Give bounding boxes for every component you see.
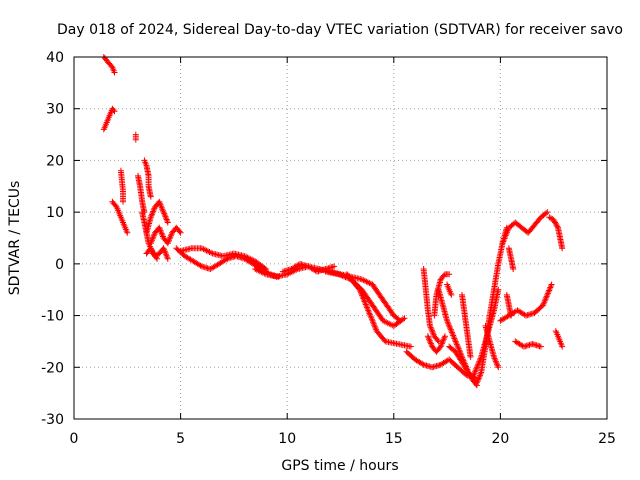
series-arc11 [143,245,171,262]
plus-markers [147,224,184,247]
x-tick-label: 15 [385,431,403,447]
plus-markers [135,172,148,216]
plus-markers [143,198,171,236]
y-tick-label: 20 [46,153,64,169]
series-arc36 [552,328,566,350]
plus-markers [141,157,154,200]
plus-markers [343,271,414,350]
plus-markers [497,281,555,324]
plus-markers [499,209,551,247]
series-arc31 [497,281,555,324]
series-arc07 [141,157,154,200]
series-arc06 [135,172,148,216]
series-arc09 [143,198,171,236]
x-tick-label: 0 [70,431,79,447]
plus-markers [552,328,566,350]
plus-markers [424,333,448,355]
x-axis-label: GPS time / hours [281,458,398,474]
series-arc32 [512,338,544,350]
plus-markers [512,338,544,350]
y-axis-label: SDTVAR / TECUs [7,181,23,296]
series-arc24 [459,291,474,360]
x-tick-label: 5 [176,431,185,447]
plus-markers [132,131,139,143]
series-arc03 [109,198,131,236]
y-tick-label: 30 [46,102,64,118]
data-markers [100,54,566,389]
series-arc18 [343,271,414,350]
series-arc22 [424,333,448,355]
plus-markers [505,245,517,272]
series-arc29 [482,322,502,371]
tick-labels: 0 5 10 15 20 25 -30 -20 -10 0 10 20 30 40 [41,50,616,447]
plus-markers [420,266,442,345]
series-arc04 [117,167,126,205]
plus-markers [177,245,269,272]
plus-markers [143,245,171,262]
series-arc10 [147,224,184,247]
y-tick-label: 10 [46,205,64,221]
x-tick-label: 25 [598,431,616,447]
plus-markers [482,322,502,371]
plot-frame [73,56,608,420]
series-arc13 [177,245,269,272]
y-tick-label: 0 [55,257,64,273]
y-tick-label: -20 [41,360,64,376]
x-tick-label: 10 [278,431,296,447]
axis-ticks [73,56,608,420]
plus-markers [100,105,118,133]
series-arc02 [100,105,118,133]
series-arc05 [132,131,139,143]
plus-markers [444,281,455,298]
x-tick-label: 20 [491,431,509,447]
plus-markers [117,167,126,205]
series-arc33 [503,291,515,319]
plus-markers [546,214,566,252]
grid-lines [74,57,607,419]
series-arc25 [444,281,455,298]
plus-markers [503,291,515,319]
y-tick-label: 40 [46,50,64,66]
plus-markers [459,291,474,360]
y-tick-label: -10 [41,309,64,325]
y-tick-label: -30 [41,412,64,428]
series-arc30 [499,209,551,247]
chart-title: Day 018 of 2024, Sidereal Day-to-day VTE… [57,22,623,38]
plus-markers [109,198,131,236]
series-arc34 [505,245,517,272]
series-arc35 [546,214,566,252]
series-arc20 [420,266,442,345]
